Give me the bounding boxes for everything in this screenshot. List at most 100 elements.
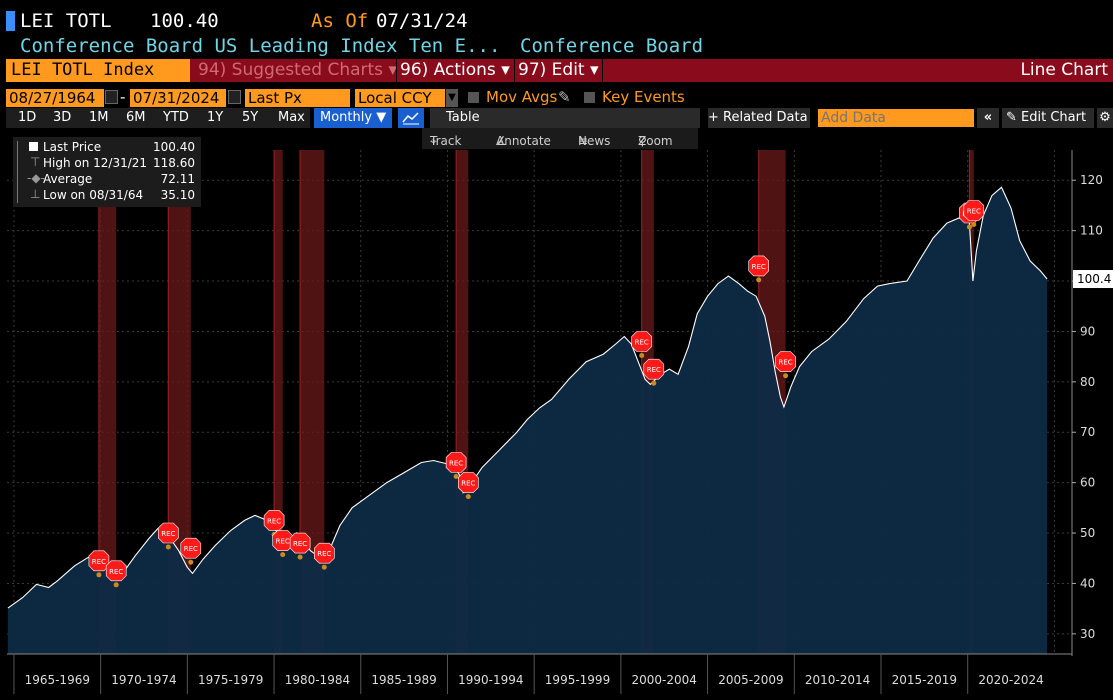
pencil-icon: ✎	[1006, 110, 1022, 125]
frequency-dropdown[interactable]: Monthly ▼	[314, 108, 393, 128]
rec-marker-shape	[180, 537, 202, 559]
rec-marker-label: REC	[967, 208, 981, 216]
rec-marker: REC	[313, 542, 335, 570]
collapse-icon[interactable]: «	[977, 108, 999, 128]
rec-marker-shape	[775, 351, 796, 372]
rec-marker: REC	[748, 255, 770, 283]
rec-marker-dot	[113, 582, 119, 588]
rec-marker-label: REC	[161, 530, 175, 538]
calendar-icon[interactable]	[228, 90, 241, 104]
x-tick-label: 2020-2024	[978, 673, 1043, 687]
rec-marker-shape	[263, 510, 285, 531]
currency-selector[interactable]: Local CCY	[355, 89, 445, 107]
related-data-button[interactable]: + Related Data	[708, 108, 810, 128]
security-field[interactable]: LEI TOTL Index	[6, 59, 190, 82]
x-tick-label: 2010-2014	[805, 673, 870, 687]
range-3d[interactable]: 3D	[53, 110, 72, 125]
rec-marker-dot	[165, 544, 171, 550]
chevron-down-icon: ▼	[376, 110, 387, 125]
chart-type-label: Line Chart	[1020, 60, 1108, 80]
low-marker-icon: ⊥	[30, 187, 41, 201]
rec-marker: REC	[963, 200, 985, 227]
y-tick-label: 50	[1080, 526, 1095, 540]
x-tick-label: 1985-1989	[371, 673, 436, 687]
rec-marker: REC	[158, 522, 179, 550]
range-5y[interactable]: 5Y	[242, 110, 259, 125]
rec-marker-label: REC	[267, 517, 281, 525]
divider	[514, 59, 515, 82]
add-data-input[interactable]	[818, 109, 974, 127]
range-ytd[interactable]: YTD	[163, 110, 189, 125]
table-button[interactable]: Table	[430, 108, 700, 128]
zoom-label: Zoom	[638, 134, 673, 148]
news-icon: ≡	[578, 134, 589, 148]
rec-marker: REC	[105, 560, 127, 588]
average-marker-icon: -◆-	[27, 171, 45, 185]
y-tick-label: 40	[1080, 576, 1095, 590]
plus-icon: +	[708, 110, 724, 125]
divider	[396, 59, 397, 82]
key-events-checkbox[interactable]	[584, 92, 595, 103]
chevron-down-icon[interactable]: ▼	[446, 89, 458, 107]
actions-menu[interactable]: 96) Actions ▾	[400, 59, 510, 82]
x-tick-label: 1970-1974	[111, 673, 176, 687]
rec-marker-dot	[453, 474, 459, 479]
x-tick-label: 2005-2009	[718, 673, 783, 687]
y-tick-label: 120	[1080, 173, 1103, 187]
range-1d[interactable]: 1D	[18, 110, 37, 125]
chevron-down-icon: ▾	[590, 60, 599, 80]
rec-marker-dot	[651, 380, 657, 386]
pencil-icon[interactable]: ✎	[558, 88, 571, 106]
rec-marker-dot	[188, 559, 194, 565]
security-header: LEI TOTL 100.40 As Of 07/31/24	[0, 8, 1113, 36]
rec-marker-shape	[457, 472, 479, 493]
news-label: News	[578, 134, 611, 148]
calendar-icon[interactable]	[105, 90, 118, 104]
range-max[interactable]: Max	[278, 110, 305, 125]
rec-marker-shape	[158, 522, 179, 544]
range-1y[interactable]: 1Y	[207, 110, 224, 125]
legend-last-label: Last Price	[43, 140, 102, 154]
legend-low-value: 35.10	[160, 188, 195, 202]
as-of-label: As Of	[311, 10, 369, 32]
chart-tools: ⌖ Track ∠ Annotate ≡ News ⚲ Zoom	[422, 128, 698, 149]
rec-marker: REC	[180, 537, 202, 565]
rec-marker: REC	[457, 472, 479, 500]
legend-high-value: 118.60	[153, 156, 195, 170]
chart-style-icon[interactable]	[398, 108, 424, 128]
range-6m[interactable]: 6M	[126, 110, 146, 125]
range-1m[interactable]: 1M	[89, 110, 109, 125]
suggested-charts-menu[interactable]: 94) Suggested Charts ▾	[198, 59, 397, 82]
rec-marker: REC	[289, 532, 311, 560]
x-tick-label: 1980-1984	[285, 673, 350, 687]
legend-low-label: Low on 08/31/64	[43, 188, 144, 202]
chevron-down-icon: ▾	[501, 60, 510, 80]
rec-marker-label: REC	[752, 263, 766, 271]
rec-marker-label: REC	[317, 550, 331, 558]
field-selector[interactable]: Last Px	[245, 89, 350, 107]
rec-marker-shape	[313, 542, 335, 564]
edit-chart-button[interactable]: ✎ Edit Chart	[1002, 108, 1094, 128]
gear-icon[interactable]: ⚙	[1097, 108, 1113, 128]
rec-marker-label: REC	[92, 558, 106, 566]
crosshair-icon: ⌖	[430, 134, 437, 148]
rec-marker-shape	[445, 452, 467, 473]
rec-marker-label: REC	[449, 460, 463, 468]
suggested-charts-label: 94) Suggested Charts	[198, 60, 384, 80]
rec-marker-shape	[631, 331, 653, 352]
rec-marker-label: REC	[293, 540, 307, 548]
start-date-field[interactable]: 08/27/1964	[6, 89, 104, 107]
legend-last-value: 100.40	[153, 140, 195, 154]
x-tick-label: 1995-1999	[545, 673, 610, 687]
end-date-field[interactable]: 07/31/2024	[130, 89, 226, 107]
divider	[602, 59, 603, 82]
mov-avgs-checkbox[interactable]	[468, 92, 479, 103]
edit-chart-label: Edit Chart	[1021, 110, 1087, 125]
chart-legend[interactable]: Last Price 100.40 ⊤ High on 12/31/21 118…	[13, 137, 201, 207]
last-value: 100.40	[150, 10, 219, 32]
legend-bracket	[17, 141, 30, 203]
edit-menu[interactable]: 97) Edit ▾	[518, 59, 599, 82]
last-value-box	[1073, 270, 1113, 289]
last-value-label: 100.4	[1077, 272, 1111, 286]
